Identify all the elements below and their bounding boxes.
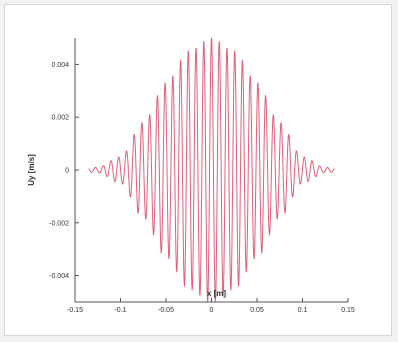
y-tick-label: -0.004 <box>49 273 69 280</box>
y-axis-label: Uy [m/s] <box>27 154 36 186</box>
x-tick-label: -0.1 <box>114 307 126 314</box>
x-tick-label: 0.15 <box>341 307 355 314</box>
y-axis-ticks: -0.004 -0.002 0 0.002 0.004 <box>49 62 79 280</box>
x-axis-ticks: -0.15 -0.1 -0.05 0 0.05 0.1 0.15 <box>67 298 355 314</box>
x-tick-label: -0.05 <box>158 307 174 314</box>
x-tick-label: 0.1 <box>298 307 308 314</box>
plot-area <box>88 37 335 303</box>
x-axis-label: x [m] <box>207 289 226 298</box>
x-tick-label: 0.05 <box>250 307 264 314</box>
x-tick-label: -0.15 <box>67 307 83 314</box>
y-tick-label: -0.002 <box>49 220 69 227</box>
y-tick-label: 0 <box>65 168 69 175</box>
signal-series-line <box>88 37 335 303</box>
y-tick-label: 0.002 <box>51 115 69 122</box>
x-tick-label: 0 <box>210 307 214 314</box>
y-tick-label: 0.004 <box>51 62 69 69</box>
